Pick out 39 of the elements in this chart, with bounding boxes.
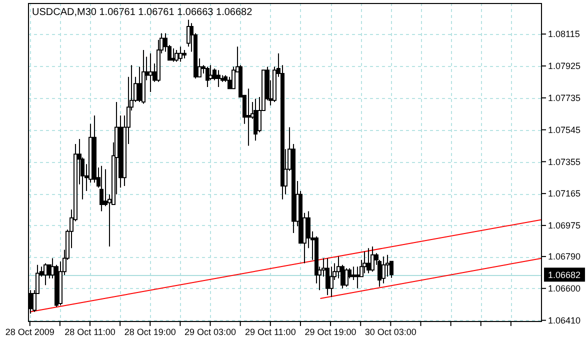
candlestick xyxy=(382,256,386,284)
x-tick-label: 29 Oct 19:00 xyxy=(304,327,356,337)
candlestick xyxy=(148,52,152,92)
candlestick xyxy=(44,262,48,286)
y-tick-label: 1.06975 xyxy=(548,220,581,231)
x-tick-label: 28 Oct 2009 xyxy=(5,327,54,337)
x-tick-label: 28 Oct 11:00 xyxy=(64,327,116,337)
y-tick-label: 1.07925 xyxy=(548,61,581,72)
y-tick-label: 1.07545 xyxy=(548,124,581,135)
candlestick xyxy=(186,19,190,48)
x-tick-label: 29 Oct 11:00 xyxy=(244,327,296,337)
candlestick xyxy=(172,48,176,62)
candlestick xyxy=(178,46,182,62)
ref-line-label: 1.06682 xyxy=(548,270,581,280)
candlestick xyxy=(182,50,186,59)
y-tick-label: 1.07165 xyxy=(548,188,581,199)
x-tick-label: 30 Oct 03:00 xyxy=(364,327,416,337)
y-tick-label: 1.06790 xyxy=(548,252,581,262)
candlestick xyxy=(362,250,366,274)
y-tick-label: 1.06410 xyxy=(548,315,581,326)
candlestick xyxy=(366,248,370,274)
y-tick-label: 1.08115 xyxy=(548,29,580,40)
x-tick-label: 28 Oct 19:00 xyxy=(124,327,176,337)
candlestick xyxy=(142,50,146,104)
candlestick xyxy=(100,165,104,212)
candlestick xyxy=(326,258,330,296)
chart-title: USDCAD,M30 1.06761 1.06761 1.06663 1.06682 xyxy=(32,7,253,18)
candlestick xyxy=(344,268,348,288)
candlestick xyxy=(254,98,258,142)
y-tick-label: 1.07355 xyxy=(548,156,581,167)
y-tick-label: 1.06600 xyxy=(548,284,581,294)
x-tick-label: 29 Oct 03:00 xyxy=(184,327,236,337)
candlestick xyxy=(174,50,178,62)
candlestick xyxy=(92,114,96,184)
candlestick xyxy=(216,70,220,88)
candlestick xyxy=(370,246,374,272)
candlestick xyxy=(206,66,210,88)
candlestick xyxy=(246,88,250,146)
y-tick-label: 1.07735 xyxy=(548,93,581,104)
